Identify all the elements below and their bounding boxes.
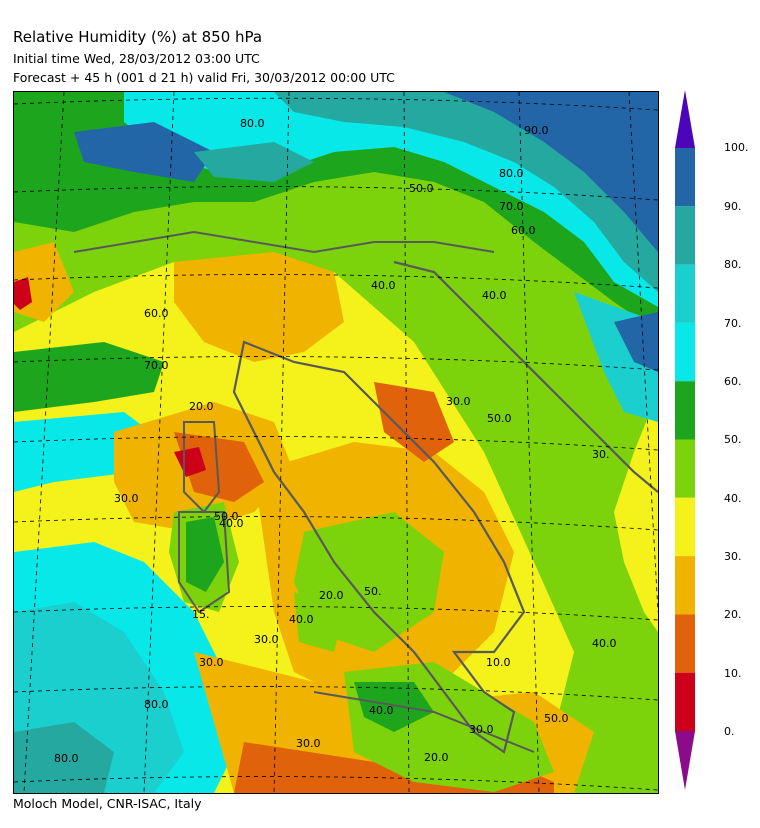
- colorbar-bin-30-40: [675, 497, 695, 557]
- colorbar-label-60: 60.: [724, 375, 742, 388]
- sardinia-darkgreen: [186, 517, 224, 592]
- colorbar-bin-0-10: [675, 672, 695, 731]
- contour-label: 70.0: [144, 359, 169, 372]
- contour-label: 30.0: [114, 492, 139, 505]
- humidity-map: 80.0 90.0 80.0 70.0 60.0 50.0 40.0 30.0 …: [13, 91, 659, 794]
- contour-label: 20.0: [424, 751, 449, 764]
- italy-coastline: [232, 340, 526, 754]
- contour-label: 90.0: [524, 124, 549, 137]
- contour-label: 80.0: [240, 117, 265, 130]
- colorbar-label-30: 30.: [724, 550, 742, 563]
- contour-label: 50.0: [487, 412, 512, 425]
- southwest-sea-dark: [14, 722, 114, 793]
- contour-label: 40.0: [219, 517, 244, 530]
- colorbar-top-arrow: [675, 90, 695, 148]
- colorbar-label-70: 70.: [724, 317, 742, 330]
- map-title: Relative Humidity (%) at 850 hPa: [13, 28, 263, 46]
- colorbar-label-20: 20.: [724, 608, 742, 621]
- contour-label: 15.: [192, 608, 210, 621]
- contour-labels: 80.0 90.0 80.0 70.0 60.0 50.0 40.0 30.0 …: [54, 117, 617, 765]
- contour-label: 40.0: [289, 613, 314, 626]
- contour-label: 70.0: [499, 200, 524, 213]
- contour-label: 30.: [592, 448, 610, 461]
- contour-label: 30.0: [296, 737, 321, 750]
- contour-label: 30.0: [254, 633, 279, 646]
- contour-label: 80.0: [499, 167, 524, 180]
- colorbar-label-10: 10.: [724, 667, 742, 680]
- colorbar-label-0: 0.: [724, 725, 735, 738]
- colorbar-label-80: 80.: [724, 258, 742, 271]
- contour-label: 50.: [364, 585, 382, 598]
- contour-label: 30.0: [469, 723, 494, 736]
- colorbar: [672, 86, 760, 798]
- southeast-darkgreen: [354, 682, 434, 732]
- west-green-band: [14, 342, 164, 412]
- northeast-blue-band: [444, 92, 658, 252]
- alps-border: [73, 230, 495, 254]
- footer-credit: Moloch Model, CNR-ISAC, Italy: [13, 796, 202, 811]
- forecast-validity-text: Forecast + 45 h (001 d 21 h) valid Fri, …: [13, 70, 395, 85]
- east-blue-strip: [614, 312, 658, 372]
- colorbar-label-50: 50.: [724, 433, 742, 446]
- corsica-sardinia-coast: [178, 421, 231, 614]
- colorbar-bin-80-90: [675, 206, 695, 265]
- contour-label: 20.0: [189, 400, 214, 413]
- colorbar-label-100: 100.: [724, 141, 749, 154]
- contour-label: 40.0: [371, 279, 396, 292]
- colorbar-bin-90-100: [675, 148, 695, 207]
- contour-label: 30.0: [199, 656, 224, 669]
- contour-label: 20.0: [319, 589, 344, 602]
- contour-label: 60.0: [144, 307, 169, 320]
- colorbar-label-90: 90.: [724, 200, 742, 213]
- contour-label: 50.0: [214, 510, 239, 523]
- graticule: [14, 92, 658, 793]
- contour-label: 50.0: [544, 712, 569, 725]
- contour-label: 40.0: [482, 289, 507, 302]
- contour-label: 30.0: [446, 395, 471, 408]
- south-coastline: [313, 691, 535, 753]
- colorbar-bin-20-30: [675, 556, 695, 615]
- east-orange-patch: [374, 382, 454, 462]
- contour-label: 80.0: [54, 752, 79, 765]
- colorbar-bin-60-70: [675, 322, 695, 382]
- colorbar-bin-70-80: [675, 264, 695, 323]
- center-red-spot: [174, 447, 206, 477]
- contour-label: 80.0: [144, 698, 169, 711]
- colorbar-bin-10-20: [675, 614, 695, 673]
- initial-time-text: Initial time Wed, 28/03/2012 03:00 UTC: [13, 51, 260, 66]
- adriatic-east-coastline: [393, 260, 658, 493]
- contour-label: 40.0: [369, 704, 394, 717]
- contour-label: 40.0: [592, 637, 617, 650]
- colorbar-bin-40-50: [675, 439, 695, 498]
- contour-label: 60.0: [511, 224, 536, 237]
- colorbar-label-40: 40.: [724, 492, 742, 505]
- contour-label: 10.0: [486, 656, 511, 669]
- contour-label: 50.0: [409, 182, 434, 195]
- colorbar-bottom-arrow: [675, 731, 695, 790]
- central-orange-north: [174, 252, 344, 362]
- north-blue-patch-2: [194, 142, 314, 182]
- north-green-band: [14, 92, 658, 793]
- colorbar-bin-50-60: [675, 381, 695, 440]
- north-blue-patch: [74, 122, 214, 182]
- south-green-strip: [294, 592, 344, 652]
- west-red-spot: [14, 277, 32, 310]
